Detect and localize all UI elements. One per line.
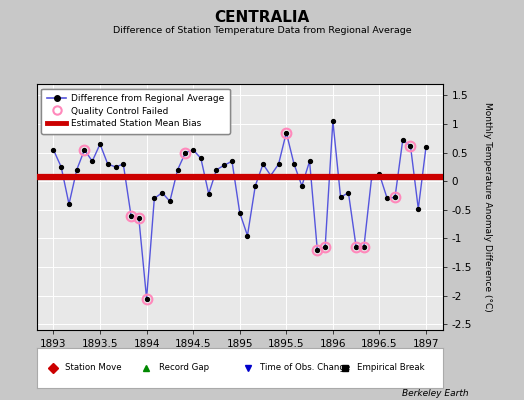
Text: Time of Obs. Change: Time of Obs. Change [260, 364, 350, 372]
Text: Difference of Station Temperature Data from Regional Average: Difference of Station Temperature Data f… [113, 26, 411, 35]
Legend: Difference from Regional Average, Quality Control Failed, Estimated Station Mean: Difference from Regional Average, Qualit… [41, 88, 230, 134]
Y-axis label: Monthly Temperature Anomaly Difference (°C): Monthly Temperature Anomaly Difference (… [483, 102, 492, 312]
Text: Record Gap: Record Gap [159, 364, 209, 372]
Text: CENTRALIA: CENTRALIA [214, 10, 310, 25]
Text: Berkeley Earth: Berkeley Earth [402, 389, 469, 398]
Text: Station Move: Station Move [65, 364, 122, 372]
Text: Empirical Break: Empirical Break [357, 364, 425, 372]
